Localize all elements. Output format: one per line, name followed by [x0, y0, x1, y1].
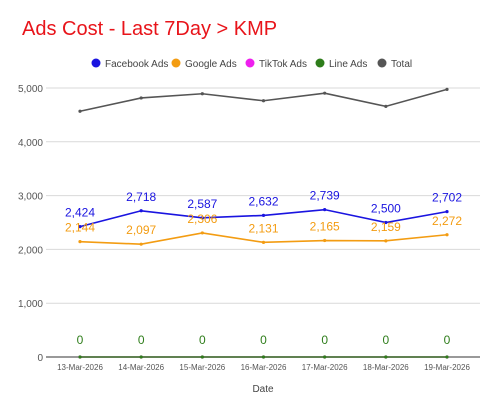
data-point-0-1	[139, 209, 143, 213]
data-point-1-0	[78, 240, 82, 244]
y-tick-label-3: 3,000	[18, 192, 43, 203]
data-point-4-0	[78, 109, 82, 113]
data-point-4-1	[139, 96, 143, 100]
data-point-4-4	[323, 91, 327, 95]
x-axis-title: Date	[252, 384, 274, 395]
data-label-1-2: 2,306	[187, 212, 217, 226]
legend-label-4: Total	[391, 59, 412, 70]
data-point-3-6	[445, 355, 449, 359]
legend-marker-2	[245, 58, 255, 68]
data-point-4-2	[200, 92, 204, 96]
x-tick-label-3: 16-Mar-2026	[241, 363, 287, 372]
chart-title: Ads Cost - Last 7Day > KMP	[22, 18, 278, 40]
y-tick-label-2: 2,000	[18, 245, 43, 256]
x-tick-label-0: 13-Mar-2026	[57, 363, 103, 372]
data-label-3-3: 0	[260, 333, 267, 347]
x-tick-label-6: 19-Mar-2026	[424, 363, 470, 372]
data-label-1-1: 2,097	[126, 223, 156, 237]
data-point-1-2	[200, 231, 204, 235]
data-label-3-5: 0	[382, 333, 389, 347]
data-point-0-2	[200, 216, 204, 220]
data-label-0-5: 2,500	[371, 202, 401, 216]
data-point-1-5	[384, 239, 388, 243]
data-label-0-6: 2,702	[432, 191, 462, 205]
data-label-0-0: 2,424	[65, 206, 95, 220]
data-label-1-4: 2,165	[310, 220, 340, 234]
data-label-1-0: 2,144	[65, 221, 95, 235]
data-label-1-6: 2,272	[432, 214, 462, 228]
y-tick-label-0: 0	[37, 353, 43, 364]
y-tick-label-5: 5,000	[18, 84, 43, 95]
data-label-1-3: 2,131	[248, 221, 278, 235]
data-point-3-1	[139, 355, 143, 359]
legend-label-1: Google Ads	[185, 59, 237, 70]
data-point-3-3	[261, 355, 266, 359]
data-point-1-6	[445, 233, 449, 237]
data-point-0-0	[78, 224, 82, 229]
data-label-3-0: 0	[77, 333, 84, 347]
y-tick-label-1: 1,000	[18, 299, 43, 310]
legend-label-2: TikTok Ads	[259, 59, 307, 70]
y-tick-label-4: 4,000	[18, 138, 43, 149]
data-label-0-3: 2,632	[248, 194, 278, 208]
data-label-3-2: 0	[199, 333, 206, 347]
data-point-4-6	[445, 87, 449, 91]
x-tick-label-1: 14-Mar-2026	[118, 363, 164, 372]
legend-label-0: Facebook Ads	[105, 59, 168, 70]
data-label-0-2: 2,587	[187, 197, 217, 211]
data-point-3-5	[384, 355, 388, 359]
data-label-1-5: 2,159	[371, 220, 401, 234]
data-point-0-4	[323, 208, 327, 212]
data-label-3-6: 0	[444, 333, 451, 347]
x-tick-label-2: 15-Mar-2026	[179, 363, 225, 372]
data-point-3-0	[78, 355, 82, 359]
legend-label-3: Line Ads	[329, 59, 367, 70]
data-point-0-6	[445, 210, 449, 214]
x-tick-label-4: 17-Mar-2026	[302, 363, 348, 372]
data-point-1-3	[261, 240, 266, 244]
data-point-0-5	[384, 220, 388, 225]
data-label-3-4: 0	[321, 333, 328, 347]
data-point-1-4	[323, 238, 327, 243]
data-point-3-4	[323, 355, 327, 359]
data-point-0-3	[261, 213, 266, 217]
data-point-3-2	[200, 355, 204, 359]
data-point-4-3	[261, 99, 266, 103]
data-point-4-5	[384, 104, 388, 108]
data-label-0-1: 2,718	[126, 190, 156, 204]
data-point-1-1	[139, 242, 143, 246]
data-label-0-4: 2,739	[310, 189, 340, 203]
legend-marker-3	[315, 58, 325, 68]
x-tick-label-5: 18-Mar-2026	[363, 363, 409, 372]
legend-marker-1	[171, 58, 181, 68]
data-label-3-1: 0	[138, 333, 145, 347]
legend-marker-0	[91, 58, 101, 68]
legend-marker-4	[377, 58, 387, 68]
